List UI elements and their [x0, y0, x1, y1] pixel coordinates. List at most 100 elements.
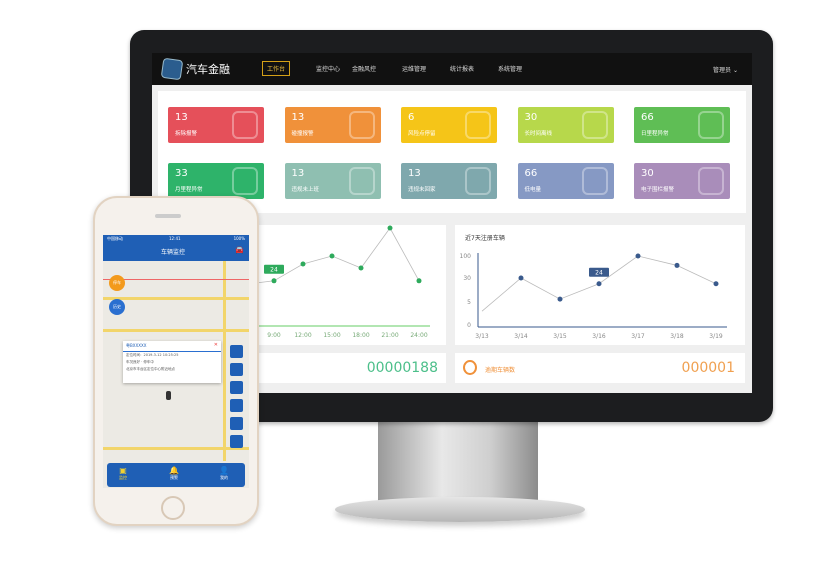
tile-value: 13 — [291, 112, 305, 123]
tile-icon — [348, 111, 375, 139]
total-counter: 00000188 — [366, 360, 438, 376]
map-tool-button[interactable] — [230, 417, 243, 430]
map-tool-button[interactable] — [230, 399, 243, 412]
vehicle-marker-icon[interactable] — [166, 391, 171, 400]
tab-label: 预警 — [169, 475, 178, 480]
map-tool-button[interactable] — [230, 363, 243, 376]
alarm-tile[interactable]: 6 风险点停留 — [401, 107, 497, 143]
data-point — [300, 261, 306, 267]
alarm-tile[interactable]: 33 月里程异常 — [168, 163, 264, 199]
tile-label: 日里程异常 — [641, 131, 669, 137]
vehicle-popup: 粤BXXXXX ✕ 定位时间：2019-3-12 10:25:25 车况良好 ·… — [123, 341, 221, 383]
alarm-tile[interactable]: 66 日里程异常 — [634, 107, 730, 143]
map-road — [103, 297, 249, 300]
brand-logo-icon — [160, 57, 184, 81]
x-tick-label: 18:00 — [352, 332, 369, 339]
tile-label: 违规未回家 — [408, 187, 436, 193]
data-point — [518, 275, 524, 281]
alarm-tile[interactable]: 13 违规未回家 — [401, 163, 497, 199]
tile-label: 碰撞报警 — [291, 131, 314, 137]
x-tick-label: 3/14 — [514, 333, 528, 340]
phone-speaker — [155, 214, 181, 218]
tab-profile[interactable]: 👤 我的 — [219, 466, 229, 481]
tile-value: 13 — [175, 112, 188, 123]
popup-line: 定位时间：2019-3-12 10:25:25 — [126, 353, 179, 357]
popup-line: 北京市丰台区定位中心附近地点 — [126, 367, 175, 371]
chevron-down-icon: ⌄ — [732, 67, 738, 74]
y-tick-label: 100 — [460, 253, 472, 260]
x-tick-label: 3/18 — [670, 333, 684, 340]
x-tick-label: 3/15 — [553, 333, 567, 340]
tile-icon — [465, 111, 491, 139]
tile-value: 30 — [641, 168, 654, 179]
nav-reports[interactable]: 统计报表 — [450, 66, 475, 73]
car-icon[interactable]: 🚘 — [235, 246, 244, 254]
phone-title: 车辆监控 — [161, 249, 186, 256]
y-tick-label: 5 — [467, 299, 471, 306]
tile-icon — [348, 167, 375, 195]
tile-value: 6 — [408, 112, 415, 123]
tile-value: 13 — [408, 168, 421, 179]
overdue-counter-card: 逾期车辆数 000001 — [455, 353, 745, 383]
nav-system[interactable]: 系统管理 — [498, 66, 523, 73]
tile-icon — [581, 111, 608, 139]
tile-icon — [232, 167, 258, 195]
close-icon[interactable]: ✕ — [213, 342, 218, 348]
camera-icon: ▣ — [119, 466, 127, 475]
map-tool-button[interactable] — [230, 345, 243, 358]
nav-workbench[interactable]: 工作台 — [262, 61, 291, 76]
x-tick-label: 15:00 — [323, 332, 340, 339]
x-tick-label: 3/17 — [631, 333, 645, 340]
registered-line-chart: 0 5 30 100 3/13 3/14 3/15 3/16 3/17 3/18 3/19 24 — [460, 253, 727, 340]
monitor-stand-neck — [378, 420, 538, 505]
tooltip-label: 24 — [595, 269, 603, 276]
map-button-park[interactable]: 停车 — [109, 275, 125, 291]
phone-tabbar: ▣ 监控 🔔 预警 👤 我的 — [107, 463, 245, 487]
tile-icon — [698, 167, 724, 195]
tile-icon — [581, 167, 608, 195]
data-point — [713, 281, 719, 287]
map-rail — [103, 279, 249, 280]
tile-label: 电子围栏报警 — [641, 187, 675, 193]
alarm-tile[interactable]: 30 电子围栏报警 — [634, 163, 730, 199]
map-road — [223, 261, 226, 461]
alarm-tile[interactable]: 30 长时间离线 — [517, 107, 614, 143]
data-point — [329, 253, 335, 259]
map-tool-button[interactable] — [230, 381, 243, 394]
alarm-tile[interactable]: 13 拆除报警 — [168, 107, 264, 143]
tooltip-box — [589, 267, 609, 277]
data-point — [635, 253, 641, 259]
nav-risk[interactable]: 金融风控 — [352, 66, 377, 73]
registered-chart-card: 近7天注册车辆 0 5 30 100 3/13 3/14 3/15 3/16 3/17 3/18 3… — [455, 225, 745, 345]
tile-icon — [698, 111, 724, 139]
map-road — [103, 447, 249, 450]
tab-label: 监控 — [119, 475, 127, 480]
user-name: 管理员 — [713, 67, 732, 74]
map-tool-button[interactable] — [230, 435, 243, 448]
tab-monitor[interactable]: ▣ 监控 — [119, 466, 127, 481]
stopwatch-icon — [463, 360, 477, 375]
nav-monitor[interactable]: 监控中心 — [316, 66, 341, 73]
phone-header: 中国移动 12:41 100% 车辆监控 🚘 — [103, 235, 249, 261]
data-point — [271, 278, 277, 284]
tile-label: 低电量 — [524, 187, 542, 193]
user-menu[interactable]: 管理员 ⌄ — [713, 65, 738, 74]
clock: 12:41 — [169, 236, 181, 241]
phone-home-button[interactable] — [161, 496, 185, 520]
x-tick-label: 24:00 — [410, 332, 427, 339]
monitor-stand-base — [335, 497, 585, 522]
nav-ops[interactable]: 运维管理 — [402, 66, 427, 73]
x-tick-label: 9:00 — [267, 332, 281, 339]
x-tick-label: 3/19 — [709, 333, 723, 340]
alarm-tile[interactable]: 13 碰撞报警 — [284, 107, 381, 143]
data-point — [358, 265, 364, 271]
map-button-history[interactable]: 历史 — [109, 299, 125, 315]
alarm-tile[interactable]: 13 违规未上班 — [284, 163, 381, 199]
x-tick-label: 3/16 — [592, 333, 606, 340]
tile-value: 66 — [524, 168, 538, 179]
alarm-tile[interactable]: 66 低电量 — [517, 163, 614, 199]
tab-alerts[interactable]: 🔔 预警 — [169, 466, 179, 481]
overdue-counter: 000001 — [681, 360, 735, 376]
overdue-label: 逾期车辆数 — [485, 367, 516, 374]
tile-icon — [232, 111, 258, 139]
